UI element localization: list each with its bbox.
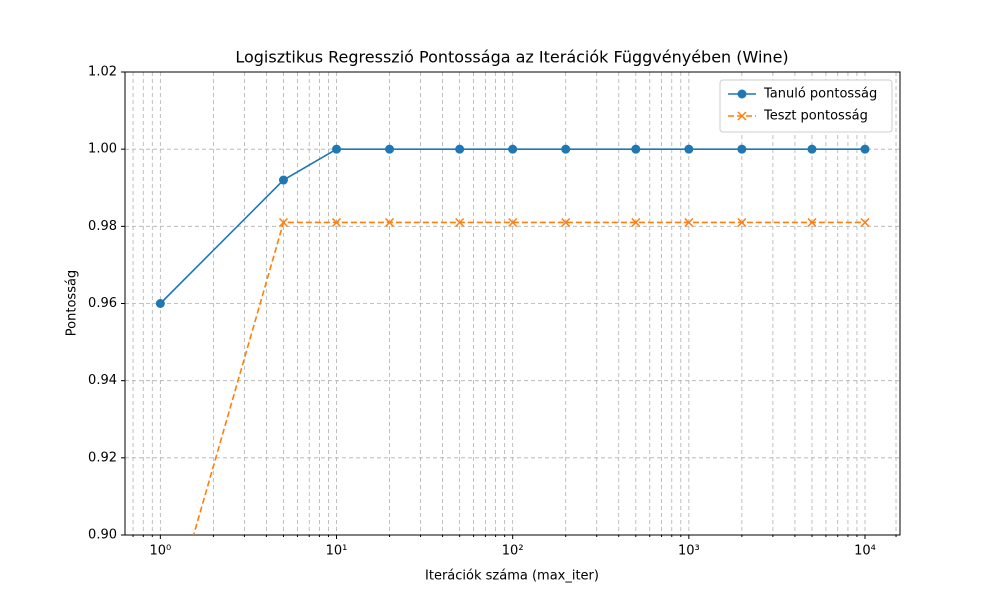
point bbox=[561, 217, 571, 228]
series-line bbox=[192, 221, 866, 535]
legend-label: Tanuló pontosság bbox=[763, 87, 877, 102]
point bbox=[331, 217, 342, 228]
series-line bbox=[159, 148, 866, 305]
y-tick-label: 0.98 bbox=[88, 219, 117, 234]
x-axis-label: Iterációk száma (max_iter) bbox=[425, 569, 599, 584]
y-axis-label: Pontosság bbox=[65, 270, 80, 336]
point bbox=[278, 175, 288, 185]
point bbox=[807, 144, 817, 154]
point bbox=[455, 144, 465, 154]
point bbox=[385, 144, 395, 154]
point bbox=[631, 217, 641, 228]
point bbox=[278, 217, 289, 228]
point bbox=[385, 217, 395, 228]
legend-marker bbox=[737, 111, 747, 121]
point bbox=[155, 299, 165, 308]
x-tick-label: 10¹ bbox=[326, 544, 348, 559]
point bbox=[455, 217, 465, 228]
legend-marker bbox=[737, 89, 747, 99]
chart-title: Logisztikus Regresszió Pontossága az Ite… bbox=[235, 48, 788, 67]
y-tick-label: 0.92 bbox=[88, 450, 117, 465]
x-tick-label: 10⁴ bbox=[854, 544, 876, 559]
point bbox=[631, 144, 641, 154]
legend-box bbox=[719, 79, 893, 133]
plot-area bbox=[155, 144, 870, 535]
point bbox=[332, 144, 342, 154]
y-tick-label: 0.90 bbox=[88, 528, 117, 543]
legend-label: Teszt pontosság bbox=[763, 109, 868, 124]
y-tick-label: 0.94 bbox=[88, 373, 117, 388]
y-tick-label: 0.96 bbox=[88, 296, 117, 311]
point bbox=[561, 144, 571, 154]
point bbox=[737, 217, 747, 228]
point bbox=[807, 217, 817, 228]
x-tick-label: 10³ bbox=[678, 544, 700, 559]
x-tick-label: 10² bbox=[502, 544, 524, 559]
plot-frame bbox=[124, 71, 901, 536]
point bbox=[684, 217, 694, 228]
point bbox=[860, 217, 870, 228]
y-tick-label: 1.00 bbox=[88, 142, 117, 157]
y-tick-label: 1.02 bbox=[88, 65, 117, 80]
point bbox=[508, 144, 518, 154]
point bbox=[737, 144, 747, 154]
point bbox=[684, 144, 694, 154]
point bbox=[860, 144, 870, 154]
point bbox=[508, 217, 518, 228]
x-tick-label: 10⁰ bbox=[149, 544, 171, 559]
